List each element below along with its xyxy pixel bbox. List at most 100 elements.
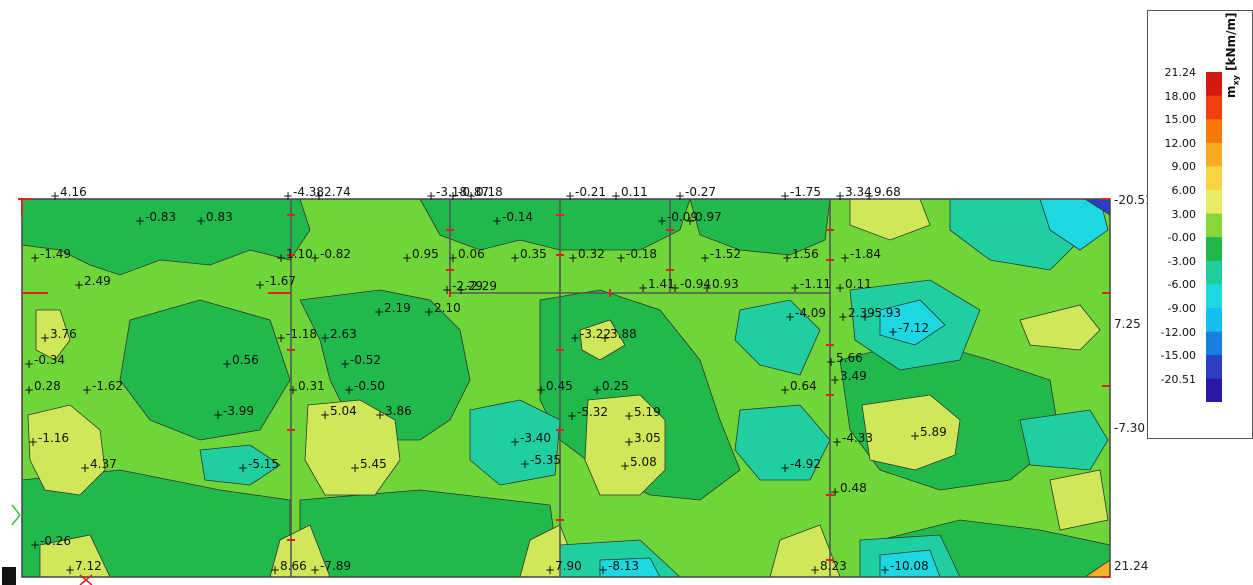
legend-tick-label: -3.00 [1167, 254, 1196, 268]
value-marker: + [238, 461, 248, 475]
value-marker: + [780, 189, 790, 203]
legend-tick-label: -9.00 [1167, 302, 1196, 315]
value-label: -2.29 [466, 279, 497, 293]
value-marker: + [840, 251, 850, 265]
value-label: 0.31 [298, 379, 325, 393]
legend-tick-label: -0.00 [1167, 231, 1196, 245]
value-marker: + [624, 409, 634, 423]
value-marker: + [616, 251, 626, 265]
value-label: 0.97 [695, 210, 722, 224]
value-marker: + [638, 281, 648, 295]
value-label: -0.14 [502, 210, 533, 224]
value-marker: + [520, 457, 530, 471]
value-marker: + [702, 281, 712, 295]
value-label: 0.32 [578, 247, 605, 261]
value-marker: + [196, 214, 206, 228]
legend-color-swatch [1206, 378, 1222, 402]
value-marker: + [826, 355, 836, 369]
value-label: -2.29 [452, 279, 483, 293]
value-label: -5.93 [870, 306, 901, 320]
legend-tick-label: -15.00 [1160, 349, 1196, 363]
value-label: 7.12 [75, 559, 102, 573]
value-label: 5.19 [634, 405, 661, 419]
value-marker: + [310, 563, 320, 577]
plate-outline [21, 198, 1111, 578]
value-label: 5.08 [630, 455, 657, 469]
value-label: 3.05 [634, 431, 661, 445]
value-label: 7.90 [555, 559, 582, 573]
legend-tick-label: 18.00 [1164, 89, 1197, 103]
value-marker: + [448, 251, 458, 265]
value-label: -1.49 [40, 247, 71, 261]
legend-color-swatch [1206, 166, 1222, 191]
value-marker: + [30, 251, 40, 265]
value-label: 0.95 [412, 247, 439, 261]
edge-value-right-bottom: 21.24 [1114, 559, 1148, 573]
value-marker: + [310, 251, 320, 265]
legend-color-swatch [1206, 72, 1222, 97]
value-label: 0.25 [602, 379, 629, 393]
value-marker: + [492, 214, 502, 228]
value-label: -0.21 [575, 185, 606, 199]
value-label: -1.52 [710, 247, 741, 261]
value-label: -0.27 [685, 185, 716, 199]
value-marker: + [442, 283, 452, 297]
value-marker: + [570, 331, 580, 345]
legend-tick-label: -20.51 [1160, 372, 1196, 386]
value-label: 4.16 [60, 185, 87, 199]
value-label: -0.87 [458, 185, 489, 199]
value-label: -7.12 [898, 321, 929, 335]
legend-tick-label: -12.00 [1160, 325, 1196, 339]
value-label: -0.09 [667, 210, 698, 224]
value-marker: + [785, 310, 795, 324]
value-label: 0.11 [621, 185, 648, 199]
value-marker: + [24, 357, 34, 371]
value-marker: + [600, 331, 610, 345]
value-label: 1.56 [792, 247, 819, 261]
value-label: -4.92 [790, 457, 821, 471]
value-label: 2.74 [324, 185, 351, 199]
legend-color-swatch [1206, 142, 1222, 167]
value-label: 2.39 [848, 306, 875, 320]
legend-color-swatch [1206, 237, 1222, 262]
value-marker: + [375, 408, 385, 422]
value-label: -1.18 [286, 327, 317, 341]
value-marker: + [314, 189, 324, 203]
value-marker: + [675, 189, 685, 203]
legend-colorbar [1206, 72, 1222, 402]
value-label: -0.26 [40, 534, 71, 548]
value-marker: + [340, 357, 350, 371]
value-label: -3.40 [520, 431, 551, 445]
value-marker: + [424, 305, 434, 319]
value-marker: + [80, 461, 90, 475]
value-label: -1.67 [265, 274, 296, 288]
value-label: 0.28 [34, 379, 61, 393]
legend-color-swatch [1206, 284, 1222, 309]
value-label: -0.82 [320, 247, 351, 261]
legend-color-swatch [1206, 190, 1222, 215]
value-label: 8.23 [820, 559, 847, 573]
value-labels: 4.16 + -4.38 + 2.74 + -3.18 + -0.87 + 0.18 + -0.21 + 0… [24, 185, 947, 577]
value-marker: + [670, 281, 680, 295]
value-marker: + [213, 408, 223, 422]
value-marker: + [320, 408, 330, 422]
value-marker: + [276, 331, 286, 345]
value-marker: + [830, 373, 840, 387]
value-marker: + [860, 310, 870, 324]
edge-value-right-top: -20.51 [1114, 193, 1153, 207]
value-label: 0.56 [232, 353, 259, 367]
value-label: 5.45 [360, 457, 387, 471]
value-label: -1.84 [850, 247, 881, 261]
value-marker: + [320, 331, 330, 345]
value-label: 0.11 [845, 277, 872, 291]
value-marker: + [283, 189, 293, 203]
value-label: -1.16 [38, 431, 69, 445]
legend-color-swatch [1206, 95, 1222, 120]
value-marker: + [82, 383, 92, 397]
value-marker: + [344, 383, 354, 397]
value-marker: + [864, 189, 874, 203]
value-label: 5.89 [920, 425, 947, 439]
value-label: 2.19 [384, 301, 411, 315]
value-marker: + [270, 563, 280, 577]
